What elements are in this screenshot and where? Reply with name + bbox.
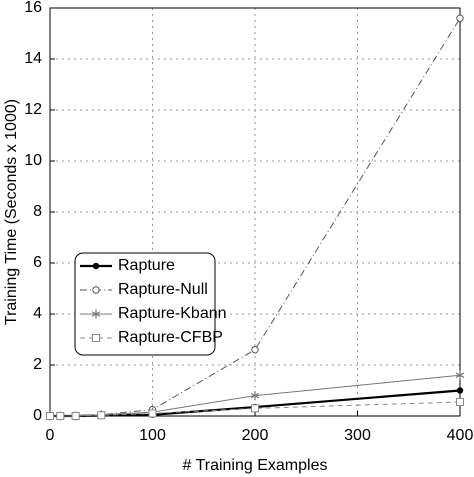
- plot-frame: [49, 7, 461, 417]
- legend-marker: [92, 262, 100, 270]
- y-tick-label: 4: [33, 305, 42, 322]
- y-tick-label: 2: [33, 356, 42, 373]
- y-tick-label: 0: [33, 407, 42, 424]
- legend-label: Rapture-CFBP: [118, 329, 223, 346]
- y-axis-title: Training Time (Seconds x 1000): [3, 99, 20, 325]
- y-tick-label: 14: [24, 50, 42, 67]
- point: [97, 411, 106, 420]
- point: [456, 14, 464, 22]
- x-tick-label: 300: [344, 427, 371, 444]
- point: [56, 412, 65, 420]
- y-tick-label: 8: [33, 203, 42, 220]
- x-tick-label: 0: [46, 427, 55, 444]
- legend-label: Rapture-Kbann: [118, 305, 227, 322]
- point: [251, 346, 259, 354]
- point: [148, 409, 157, 418]
- legend-label: Rapture: [118, 257, 175, 274]
- point: [250, 391, 260, 401]
- point: [251, 404, 259, 413]
- y-tick-label: 16: [24, 0, 42, 16]
- y-tick-label: 6: [33, 254, 42, 271]
- point: [456, 387, 464, 394]
- y-tick-label: 10: [24, 152, 42, 169]
- legend-marker: [92, 286, 100, 294]
- legend-box: [74, 252, 216, 356]
- point: [46, 412, 54, 420]
- point: [71, 412, 80, 420]
- legend-marker: [92, 334, 100, 342]
- legend-label: Rapture-Null: [118, 281, 208, 298]
- x-tick-label: 100: [139, 427, 166, 444]
- x-tick-label: 400: [447, 427, 474, 444]
- legend-marker: [91, 309, 101, 319]
- point: [456, 397, 464, 406]
- point: [455, 370, 465, 380]
- legend: Rapture Rapture-Null Rapture-Kbann Rapture-…: [74, 252, 227, 356]
- y-tick-label: 12: [24, 101, 42, 118]
- x-tick-label: 200: [242, 427, 269, 444]
- x-axis-title: # Training Examples: [183, 457, 328, 474]
